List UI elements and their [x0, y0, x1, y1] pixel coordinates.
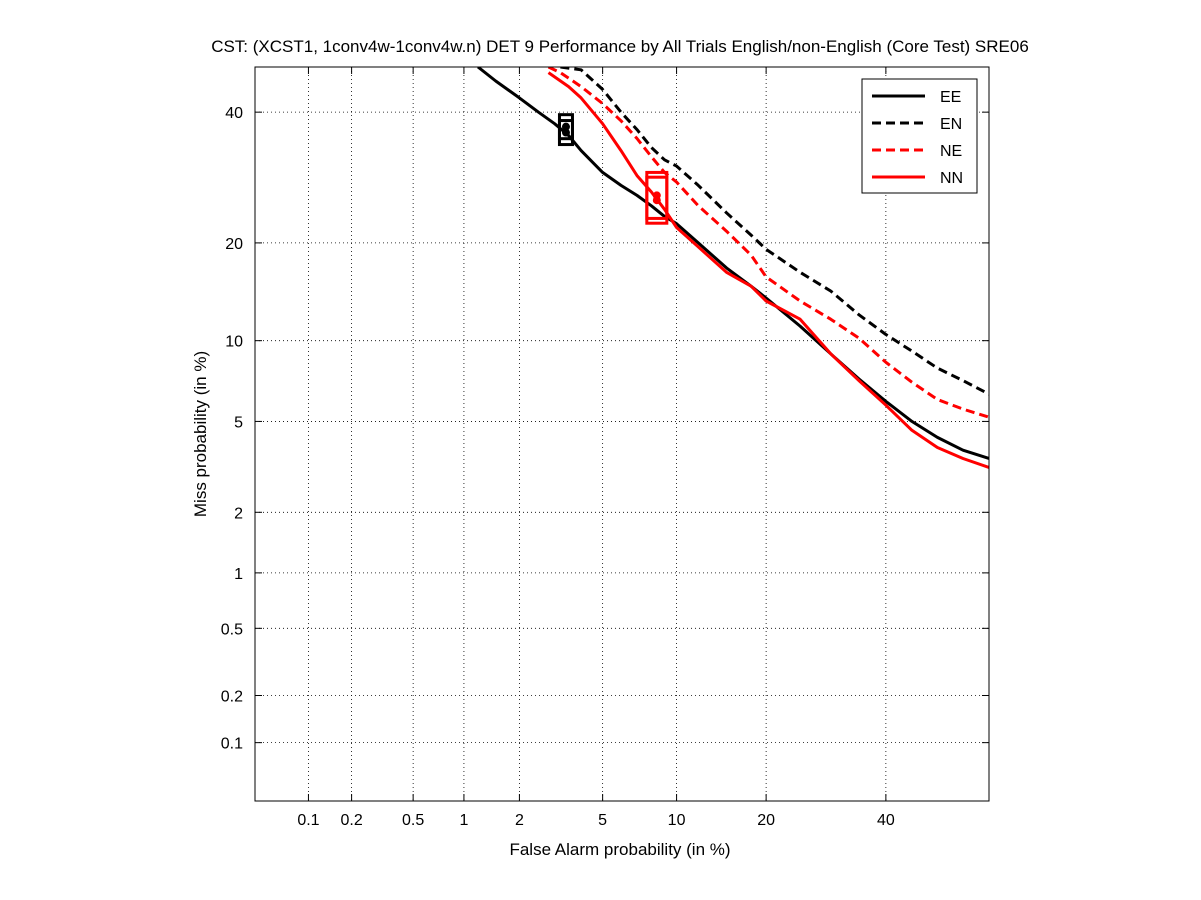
legend-label-nn: NN — [940, 170, 963, 187]
x-tick-label: 0.2 — [340, 812, 362, 829]
x-tick-label: 0.5 — [402, 812, 424, 829]
chart-title: CST: (XCST1, 1conv4w-1conv4w.n) DET 9 Pe… — [211, 37, 1029, 56]
y-tick-label: 1 — [234, 566, 243, 583]
axis-ticks — [255, 67, 989, 801]
operating-point-en — [557, 113, 574, 141]
y-tick-label: 40 — [225, 105, 243, 122]
operating-point-nn — [645, 175, 669, 225]
x-tick-label: 40 — [877, 812, 895, 829]
y-tick-label: 20 — [225, 236, 243, 253]
legend-label-ne: NE — [940, 143, 962, 160]
series-line-nn — [547, 71, 989, 469]
legend-label-ee: EE — [940, 89, 961, 106]
x-tick-label: 5 — [598, 812, 607, 829]
operating-point-dot-ee — [561, 128, 570, 137]
x-tick-label: 2 — [515, 812, 524, 829]
y-tick-label: 0.2 — [221, 689, 243, 706]
series-line-ne — [547, 67, 989, 419]
plot-frame — [254, 66, 990, 802]
x-tick-label: 10 — [668, 812, 686, 829]
legend-box — [861, 78, 978, 194]
x-tick-label: 20 — [757, 812, 775, 829]
y-tick-label: 10 — [225, 334, 243, 351]
y-tick-label: 5 — [234, 414, 243, 431]
y-axis-label: Miss probability (in %) — [191, 351, 210, 517]
x-tick-label: 0.1 — [297, 812, 319, 829]
x-tick-labels: 0.1 0.2 0.5 1 2 5 10 20 40 — [297, 812, 895, 829]
legend-label-en: EN — [940, 116, 962, 133]
operating-point-dot-nn — [652, 196, 661, 205]
operating-point-dot-en — [561, 122, 570, 131]
y-tick-labels: 0.1 0.2 0.5 1 2 5 10 20 40 — [221, 105, 243, 752]
series-layer — [477, 67, 989, 469]
x-tick-label: 1 — [459, 812, 468, 829]
y-tick-label: 0.5 — [221, 621, 243, 638]
series-line-en — [560, 67, 989, 396]
y-tick-label: 0.1 — [221, 736, 243, 753]
y-tick-label: 2 — [234, 505, 243, 522]
x-axis-label: False Alarm probability (in %) — [509, 840, 730, 859]
marker-layer — [557, 113, 669, 225]
series-line-ee — [477, 67, 989, 460]
legend: EE EN NE NN — [861, 78, 978, 194]
